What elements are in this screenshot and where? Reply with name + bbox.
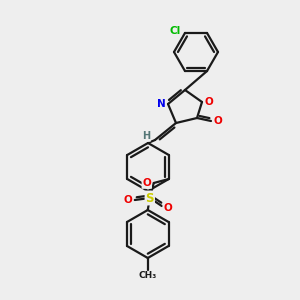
- Text: CH₃: CH₃: [139, 271, 157, 280]
- Text: S: S: [146, 191, 154, 205]
- Text: O: O: [214, 116, 222, 126]
- Text: H: H: [142, 131, 150, 141]
- Text: O: O: [205, 97, 213, 107]
- Text: O: O: [142, 178, 151, 188]
- Text: Cl: Cl: [169, 26, 181, 36]
- Text: O: O: [123, 195, 132, 205]
- Text: O: O: [164, 203, 172, 213]
- Text: N: N: [157, 99, 165, 109]
